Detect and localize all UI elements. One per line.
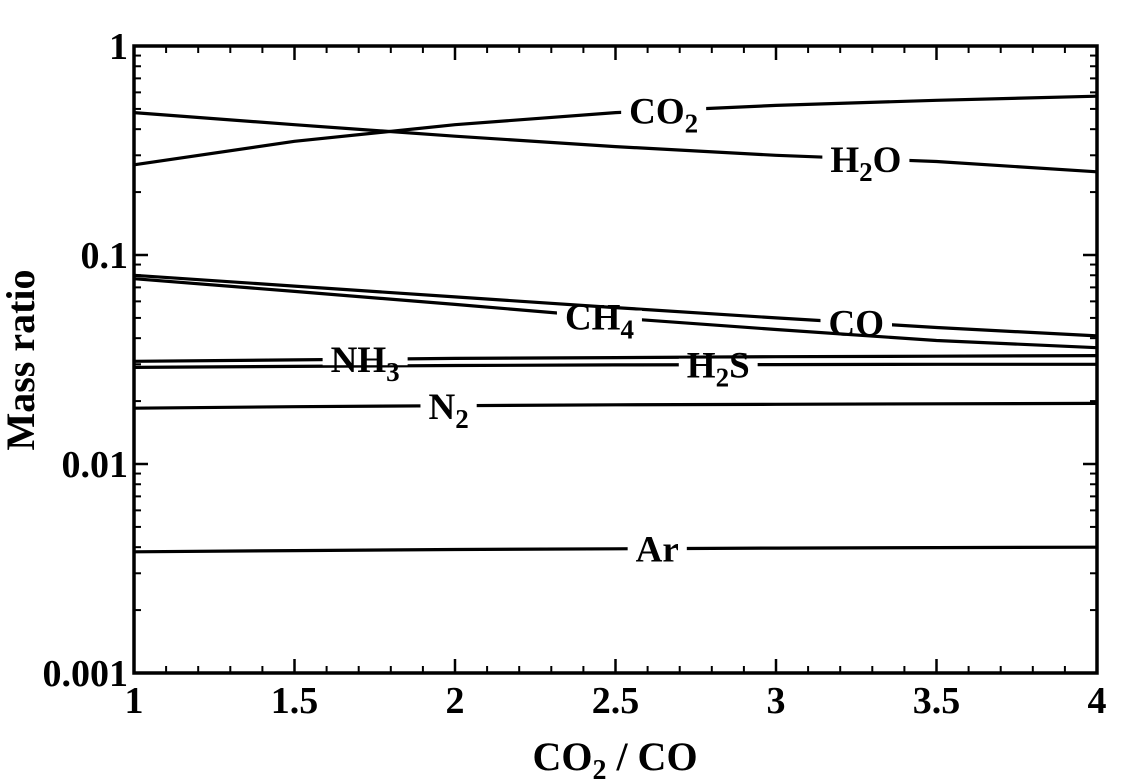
series-line-co [133, 273, 1098, 338]
series-label-bg-ch4 [556, 310, 642, 323]
series-label-group-ch4: CH4 [556, 298, 642, 345]
series-line-n2 [133, 401, 1098, 410]
series-label-bg-nh3 [322, 353, 408, 366]
series-label-bg-co [820, 316, 892, 329]
series-label-group-co: CO [820, 304, 892, 345]
series-label-co: CO [829, 304, 885, 345]
series-label-bg-h2o [822, 152, 910, 165]
series-label-group-co2: CO2 [621, 91, 707, 138]
series-label-ch4: CH4 [565, 298, 634, 345]
axis-ticks [132, 44, 1099, 675]
y-axis-title: Mass ratio [0, 269, 43, 450]
x-axis-title: CO2 / CO [532, 734, 697, 782]
series-label-bg-n2 [420, 399, 477, 412]
series-label-h2o: H2O [830, 140, 901, 187]
series-lines [133, 94, 1098, 554]
series-line-ar [133, 545, 1098, 554]
x-tick-label: 4 [1088, 680, 1107, 722]
series-label-ar: Ar [636, 530, 679, 571]
series-label-bg-ar [627, 542, 687, 555]
series-label-n2: N2 [428, 387, 468, 434]
series-label-group-h2o: H2O [822, 140, 910, 187]
series-line-h2s [133, 362, 1097, 369]
y-tick-label: 0.01 [62, 444, 129, 486]
series-label-nh3: NH3 [331, 340, 400, 387]
series-label-group-h2s: H2S [678, 346, 758, 393]
series-line-h2o [133, 111, 1098, 174]
y-tick-label: 1 [109, 26, 128, 68]
x-tick-label: 2.5 [592, 680, 640, 722]
x-tick-label: 1.5 [271, 680, 319, 722]
x-tick-label: 3.5 [913, 680, 961, 722]
series-label-group-ar: Ar [627, 530, 687, 571]
series-label-co2: CO2 [629, 91, 698, 138]
series-line-co2 [133, 94, 1098, 167]
series-label-group-nh3: NH3 [322, 340, 408, 387]
series-label-bg-co2 [621, 104, 707, 117]
series-label-h2s: H2S [687, 346, 750, 393]
x-tick-label: 2 [446, 680, 465, 722]
series-line-nh3 [133, 354, 1098, 363]
y-tick-label: 0.001 [43, 653, 129, 695]
series-labels: CO2 H2O CO CH4 NH3 H2S N2 Ar [322, 91, 910, 571]
series-label-bg-h2s [678, 358, 758, 371]
tick-labels: 1 1.5 2 2.5 3 3.5 4 0.001 0.01 0.1 1 [43, 26, 1107, 722]
x-tick-label: 3 [767, 680, 786, 722]
y-tick-label: 0.1 [81, 235, 129, 277]
x-tick-label: 1 [125, 680, 144, 722]
series-label-group-n2: N2 [420, 387, 477, 434]
